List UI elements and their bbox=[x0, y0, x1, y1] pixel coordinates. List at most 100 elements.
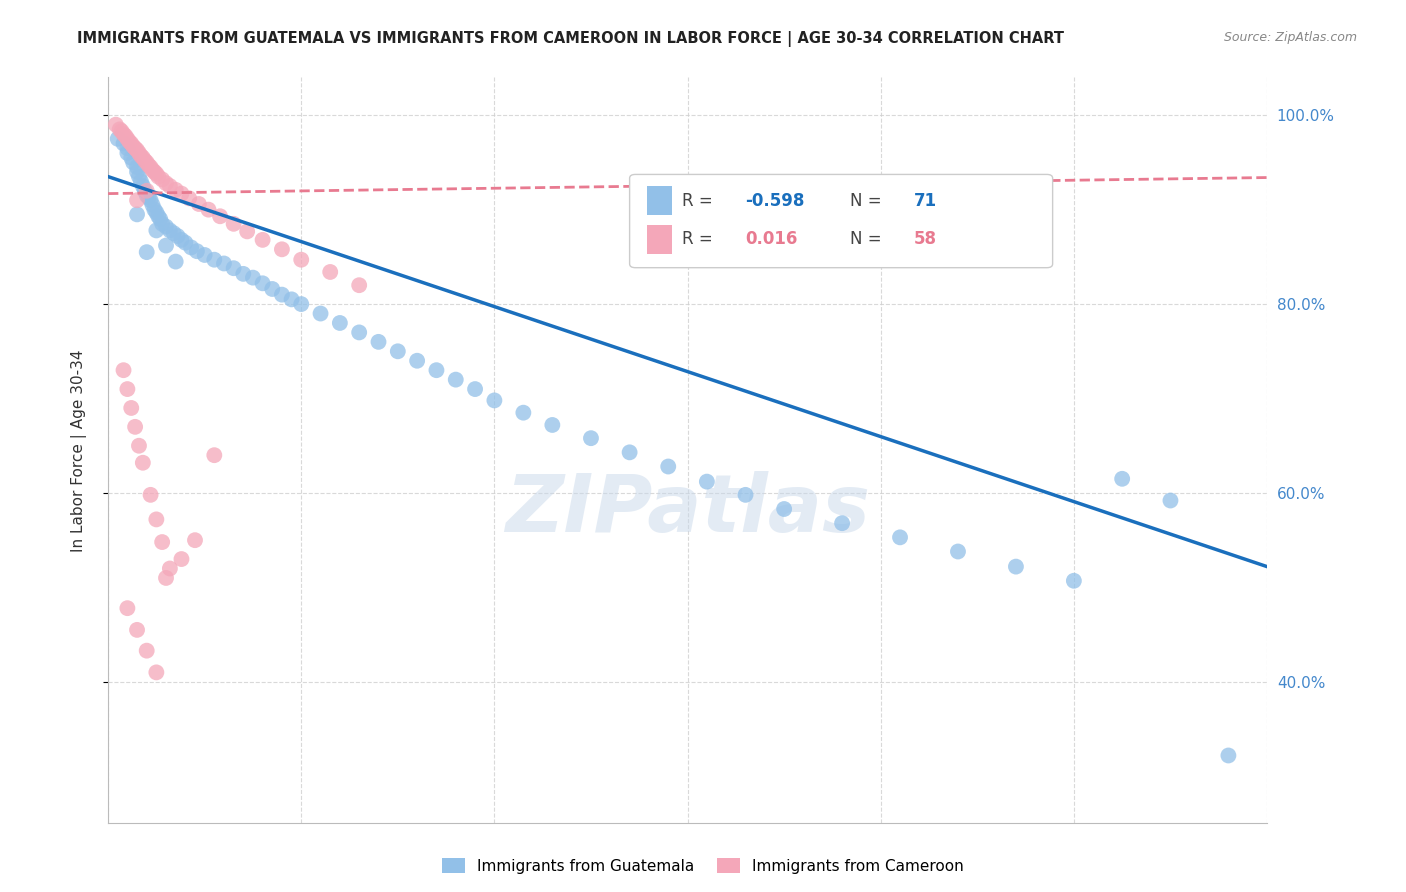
Text: 58: 58 bbox=[914, 230, 936, 248]
Point bbox=[150, 217, 173, 231]
Point bbox=[541, 417, 564, 432]
Text: 0.016: 0.016 bbox=[745, 230, 797, 248]
Point bbox=[155, 176, 177, 190]
Point bbox=[117, 382, 139, 396]
Point bbox=[579, 431, 602, 445]
Point bbox=[946, 544, 969, 558]
Point bbox=[107, 132, 129, 146]
Point bbox=[179, 191, 201, 205]
Point bbox=[138, 158, 160, 172]
Point bbox=[1159, 493, 1181, 508]
Legend: Immigrants from Guatemala, Immigrants from Cameroon: Immigrants from Guatemala, Immigrants fr… bbox=[436, 852, 970, 880]
Point bbox=[155, 571, 177, 585]
Point bbox=[155, 219, 177, 234]
Text: R =: R = bbox=[682, 192, 717, 210]
Point bbox=[125, 143, 148, 157]
Point bbox=[464, 382, 486, 396]
Point bbox=[104, 118, 127, 132]
Point bbox=[132, 179, 155, 194]
Point bbox=[128, 146, 150, 161]
Point bbox=[125, 623, 148, 637]
Point bbox=[271, 242, 294, 256]
Point bbox=[145, 205, 167, 219]
Point bbox=[120, 151, 142, 165]
Point bbox=[1005, 559, 1028, 574]
Point bbox=[129, 149, 152, 163]
Point bbox=[202, 448, 225, 462]
Point bbox=[222, 261, 245, 276]
Y-axis label: In Labor Force | Age 30-34: In Labor Force | Age 30-34 bbox=[72, 349, 87, 552]
Point bbox=[170, 186, 193, 201]
Point bbox=[150, 535, 173, 549]
Point bbox=[280, 293, 302, 307]
Point bbox=[252, 233, 274, 247]
Point bbox=[197, 202, 219, 217]
Point bbox=[425, 363, 447, 377]
Point bbox=[148, 209, 170, 223]
Text: N =: N = bbox=[849, 230, 887, 248]
Point bbox=[135, 188, 157, 202]
Point bbox=[120, 401, 142, 415]
Point bbox=[139, 193, 162, 207]
Point bbox=[165, 254, 187, 268]
Point bbox=[212, 256, 235, 270]
Point bbox=[148, 169, 170, 184]
Point bbox=[165, 183, 187, 197]
Point bbox=[387, 344, 409, 359]
Point bbox=[117, 146, 139, 161]
Point bbox=[290, 252, 312, 267]
Point bbox=[141, 163, 163, 178]
Point bbox=[170, 233, 193, 247]
Point bbox=[252, 277, 274, 291]
Point bbox=[180, 240, 202, 254]
Point bbox=[309, 306, 332, 320]
Point bbox=[145, 223, 167, 237]
Point bbox=[145, 512, 167, 526]
Point bbox=[222, 217, 245, 231]
Point bbox=[347, 326, 370, 340]
Point bbox=[112, 136, 135, 151]
Point bbox=[696, 475, 718, 489]
Point bbox=[139, 488, 162, 502]
Point bbox=[232, 267, 254, 281]
Point bbox=[125, 165, 148, 179]
Text: 71: 71 bbox=[914, 192, 936, 210]
Point bbox=[174, 235, 197, 250]
Point bbox=[124, 141, 146, 155]
Point bbox=[132, 456, 155, 470]
Point bbox=[159, 179, 181, 194]
Point bbox=[124, 420, 146, 434]
Point bbox=[122, 155, 145, 169]
Point bbox=[129, 174, 152, 188]
Point bbox=[112, 127, 135, 141]
Text: Source: ZipAtlas.com: Source: ZipAtlas.com bbox=[1223, 31, 1357, 45]
Point bbox=[194, 248, 217, 262]
Point bbox=[512, 406, 534, 420]
Point bbox=[117, 601, 139, 615]
Text: N =: N = bbox=[849, 192, 887, 210]
Point bbox=[186, 244, 208, 259]
Point bbox=[141, 198, 163, 212]
Point bbox=[135, 155, 157, 169]
Point bbox=[149, 212, 172, 227]
Point bbox=[262, 282, 284, 296]
Point bbox=[143, 165, 166, 179]
Point bbox=[159, 561, 181, 575]
Point bbox=[128, 439, 150, 453]
Point bbox=[145, 665, 167, 680]
Point bbox=[1218, 748, 1240, 763]
Point bbox=[143, 202, 166, 217]
Point bbox=[150, 172, 173, 186]
Point bbox=[138, 190, 160, 204]
FancyBboxPatch shape bbox=[630, 175, 1053, 268]
Point bbox=[271, 287, 294, 301]
Point bbox=[112, 363, 135, 377]
Point bbox=[135, 245, 157, 260]
Point bbox=[367, 334, 389, 349]
Point bbox=[117, 141, 139, 155]
Point bbox=[163, 227, 186, 241]
Point bbox=[236, 224, 259, 238]
Point bbox=[444, 373, 467, 387]
Point bbox=[187, 197, 209, 211]
Point bbox=[118, 135, 141, 149]
